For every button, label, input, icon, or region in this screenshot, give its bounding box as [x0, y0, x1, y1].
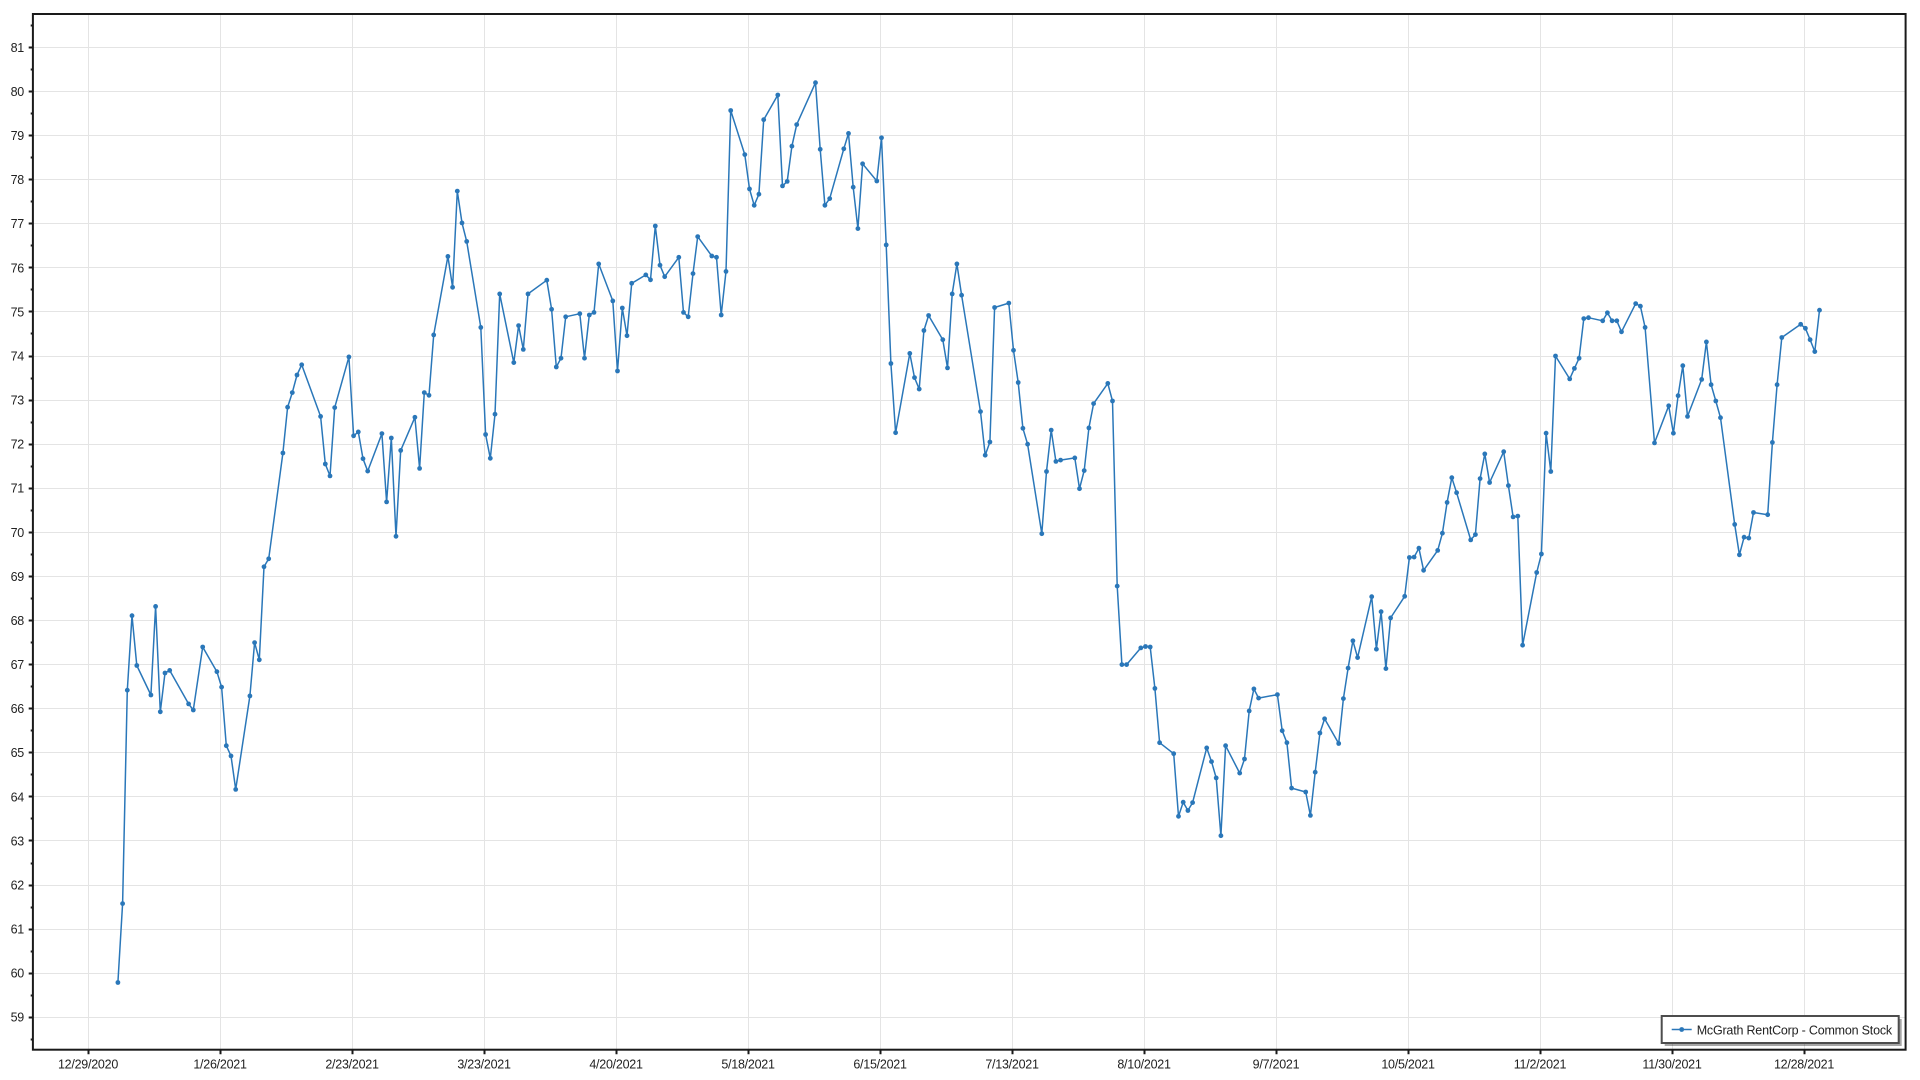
svg-text:72: 72 [11, 438, 25, 452]
svg-text:66: 66 [11, 702, 25, 716]
svg-text:8/10/2021: 8/10/2021 [1117, 1058, 1171, 1072]
svg-text:59: 59 [11, 1011, 25, 1025]
svg-text:McGrath RentCorp - Common Stoc: McGrath RentCorp - Common Stock [1697, 1023, 1893, 1037]
svg-text:68: 68 [11, 614, 25, 628]
svg-text:61: 61 [11, 923, 25, 937]
svg-text:71: 71 [11, 482, 25, 496]
svg-text:1/26/2021: 1/26/2021 [193, 1058, 247, 1072]
svg-text:65: 65 [11, 746, 25, 760]
svg-text:80: 80 [11, 85, 25, 99]
svg-text:5/18/2021: 5/18/2021 [721, 1058, 775, 1072]
svg-text:9/7/2021: 9/7/2021 [1253, 1058, 1300, 1072]
svg-text:64: 64 [11, 790, 25, 804]
svg-text:77: 77 [11, 217, 25, 231]
svg-text:2/23/2021: 2/23/2021 [325, 1058, 379, 1072]
svg-text:67: 67 [11, 658, 25, 672]
svg-text:73: 73 [11, 394, 25, 408]
svg-text:3/23/2021: 3/23/2021 [457, 1058, 511, 1072]
svg-text:78: 78 [11, 173, 25, 187]
svg-text:76: 76 [11, 261, 25, 275]
svg-text:70: 70 [11, 526, 25, 540]
svg-text:12/28/2021: 12/28/2021 [1774, 1058, 1834, 1072]
svg-text:7/13/2021: 7/13/2021 [985, 1058, 1039, 1072]
svg-text:74: 74 [11, 349, 25, 363]
svg-text:62: 62 [11, 878, 25, 892]
svg-text:69: 69 [11, 570, 25, 584]
svg-text:12/29/2020: 12/29/2020 [58, 1058, 118, 1072]
svg-text:63: 63 [11, 834, 25, 848]
svg-text:81: 81 [11, 41, 25, 55]
svg-text:10/5/2021: 10/5/2021 [1381, 1058, 1435, 1072]
svg-text:11/2/2021: 11/2/2021 [1514, 1058, 1567, 1072]
svg-text:75: 75 [11, 305, 25, 319]
svg-text:79: 79 [11, 129, 25, 143]
svg-text:4/20/2021: 4/20/2021 [589, 1058, 643, 1072]
svg-text:60: 60 [11, 967, 25, 981]
svg-text:6/15/2021: 6/15/2021 [853, 1058, 907, 1072]
svg-text:11/30/2021: 11/30/2021 [1642, 1058, 1701, 1072]
